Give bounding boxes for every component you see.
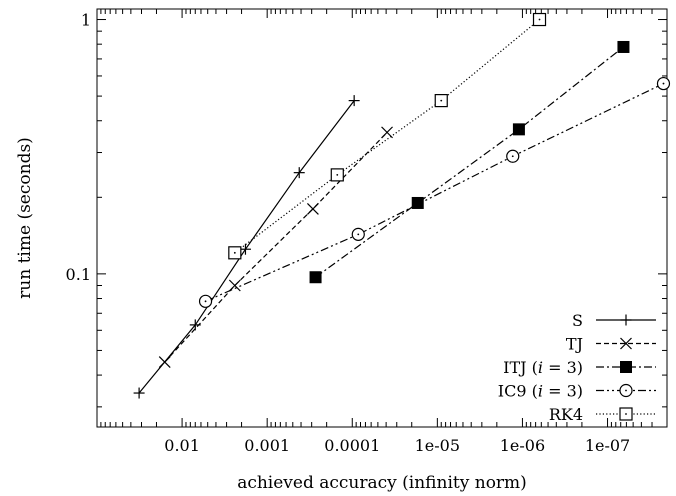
series-line-3	[205, 83, 664, 302]
series-3-point-3	[656, 76, 671, 91]
legend-label-0: S	[572, 311, 583, 330]
series-line-4	[234, 19, 540, 254]
series-2-point-2	[512, 123, 525, 136]
axis-ticks: 0.01 0.001 0.0001 1e-05 1e-06 1e-07 0.1 1	[66, 9, 668, 455]
series-line-0	[138, 100, 355, 394]
legend-marker-4	[619, 407, 633, 421]
series-line-1	[164, 131, 388, 363]
series-4-point-3	[532, 12, 547, 27]
x-tick-label-1: 0.001	[244, 436, 290, 455]
series-0-point-3	[293, 167, 305, 179]
series-1-point-0	[158, 356, 171, 368]
y-axis-label: run time (seconds)	[15, 137, 35, 299]
series-layer	[133, 12, 671, 399]
series-3-point-2	[506, 149, 520, 163]
legend-label-3: IC9 (i = 3)	[498, 382, 583, 401]
x-tick-label-4: 1e-06	[500, 436, 545, 455]
x-tick-label-2: 0.0001	[324, 436, 380, 455]
series-0-point-2	[239, 243, 251, 255]
series-line-2	[315, 46, 624, 278]
legend-label-4: RK4	[549, 405, 583, 424]
series-4-point-0	[228, 246, 242, 260]
x-tick-label-5: 1e-07	[585, 436, 630, 455]
series-2-point-1	[411, 196, 424, 209]
x-tick-label-0: 0.01	[164, 436, 200, 455]
series-0-point-4	[348, 95, 360, 107]
series-1-point-2	[306, 203, 319, 215]
series-0-point-0	[133, 387, 145, 399]
y-tick-label-0: 0.1	[66, 265, 91, 284]
legend-label-1: TJ	[566, 335, 583, 354]
legend: S TJ ITJ (i = 3) IC9 (i = 3) RK4	[498, 311, 656, 424]
legend-marker-3	[619, 383, 633, 398]
series-3-point-1	[351, 227, 365, 241]
series-1-point-1	[228, 279, 241, 292]
plot-frame	[96, 8, 668, 428]
x-axis-label: achieved accuracy (infinity norm)	[237, 473, 527, 493]
series-4-point-1	[330, 168, 344, 182]
legend-marker-2	[620, 361, 632, 373]
x-tick-label-3: 1e-05	[415, 436, 460, 455]
y-tick-label-1: 1	[81, 11, 91, 30]
legend-label-2: ITJ (i = 3)	[503, 358, 583, 377]
series-2-point-0	[309, 271, 322, 284]
series-2-point-3	[617, 40, 630, 53]
legend-marker-1	[620, 337, 632, 350]
series-4-point-2	[434, 94, 448, 108]
legend-marker-0	[620, 314, 632, 326]
series-3-point-0	[198, 294, 213, 308]
